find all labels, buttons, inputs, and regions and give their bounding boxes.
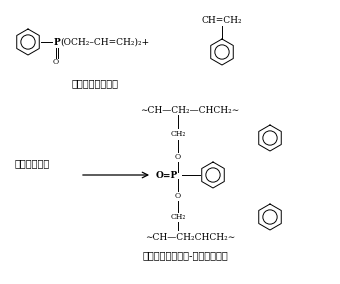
Text: CH=CH₂: CH=CH₂ (202, 16, 242, 24)
Text: (OCH₂–CH=CH₂)₂+: (OCH₂–CH=CH₂)₂+ (60, 37, 149, 47)
Text: O: O (53, 58, 59, 66)
Text: ∼CH—CH₂CHCH₂∼: ∼CH—CH₂CHCH₂∼ (145, 233, 235, 241)
Text: 苯基二烯丙膚酸酯-苯乙烯共聚物: 苯基二烯丙膚酸酯-苯乙烯共聚物 (142, 250, 228, 260)
Text: ∼CH—CH₂—CHCH₂∼: ∼CH—CH₂—CHCH₂∼ (140, 105, 240, 114)
Text: 苯基二烯丙膚酸酯: 苯基二烯丙膚酸酯 (71, 78, 119, 88)
Text: O: O (175, 153, 181, 161)
Text: O=P: O=P (156, 170, 178, 179)
Text: 过氧化苯甲酰: 过氧化苯甲酰 (15, 158, 50, 168)
Text: CH₂: CH₂ (170, 130, 186, 138)
Text: P: P (54, 37, 61, 47)
Text: O: O (175, 192, 181, 200)
Text: CH₂: CH₂ (170, 213, 186, 221)
